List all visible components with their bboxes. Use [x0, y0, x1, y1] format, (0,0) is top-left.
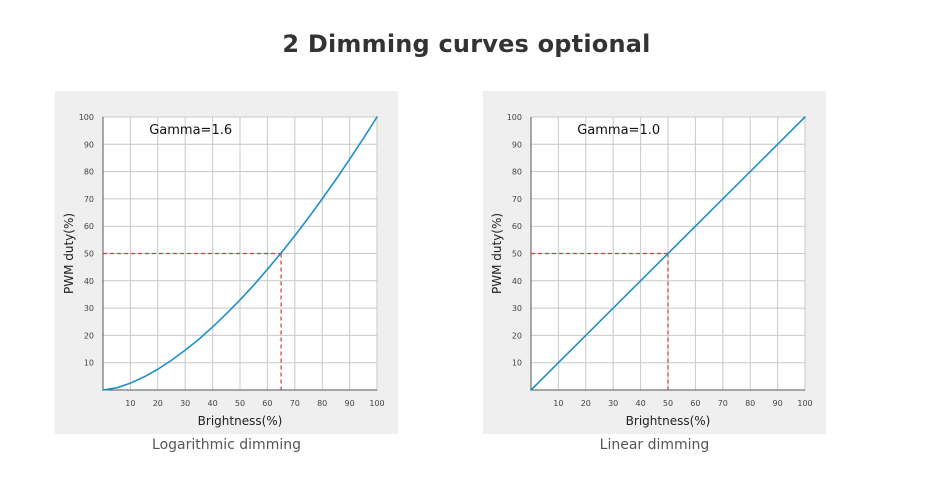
y-tick-label: 90 [84, 140, 94, 149]
x-tick-label: 70 [718, 399, 728, 408]
x-axis-label: Brightness(%) [626, 414, 711, 428]
x-tick-label: 60 [690, 399, 700, 408]
y-tick-label: 20 [84, 331, 94, 340]
x-tick-label: 40 [636, 399, 646, 408]
y-tick-label: 100 [507, 113, 522, 122]
dimming-curve-line [102, 116, 378, 391]
x-tick-label: 60 [262, 399, 272, 408]
dimming-curve-line [530, 116, 806, 391]
x-tick-label: 30 [608, 399, 618, 408]
page-title: 2 Dimming curves optional [282, 30, 651, 58]
y-tick-label: 30 [512, 304, 522, 313]
gamma-annotation: Gamma=1.0 [577, 123, 660, 138]
x-tick-label: 50 [235, 399, 245, 408]
y-tick-label: 100 [79, 113, 94, 122]
y-tick-label: 50 [512, 250, 522, 259]
chart-linear: 10 20 30 40 50 60 70 80 90 100 10 20 30 40 50 60 70 80 90 1… [490, 113, 813, 428]
y-tick-label: 40 [84, 277, 94, 286]
x-tick-label: 30 [180, 399, 190, 408]
y-axis-label: PWM duty(%) [62, 213, 76, 294]
x-tick-label: 50 [663, 399, 673, 408]
x-tick-label: 100 [369, 399, 384, 408]
x-tick-label: 90 [345, 399, 355, 408]
y-tick-label: 80 [512, 168, 522, 177]
y-tick-label: 80 [84, 168, 94, 177]
x-axis-label: Brightness(%) [198, 414, 283, 428]
caption-linear-dimming: Linear dimming [599, 437, 710, 453]
chart-panel-linear: 10 20 30 40 50 60 70 80 90 100 10 20 30 40 50 60 70 80 90 1… [483, 91, 826, 434]
x-tick-label: 80 [317, 399, 327, 408]
y-tick-label: 70 [512, 195, 522, 204]
x-tick-label: 20 [153, 399, 163, 408]
x-tick-label: 100 [797, 399, 812, 408]
x-tick-label: 10 [553, 399, 563, 408]
y-tick-label: 10 [512, 359, 522, 368]
y-tick-label: 70 [84, 195, 94, 204]
y-tick-label: 50 [84, 250, 94, 259]
y-tick-label: 60 [512, 222, 522, 231]
x-tick-label: 20 [581, 399, 591, 408]
chart-logarithmic: 10 20 30 40 50 60 70 80 90 100 10 20 30 40 50 60 70 80 90 1… [62, 113, 385, 428]
x-tick-label: 40 [208, 399, 218, 408]
y-tick-label: 60 [84, 222, 94, 231]
y-tick-label: 10 [84, 359, 94, 368]
x-tick-label: 70 [290, 399, 300, 408]
y-tick-label: 30 [84, 304, 94, 313]
y-axis-label: PWM duty(%) [490, 213, 504, 294]
y-tick-label: 90 [512, 140, 522, 149]
y-tick-label: 20 [512, 331, 522, 340]
caption-logarithmic-dimming: Logarithmic dimming [152, 437, 301, 453]
y-tick-label: 40 [512, 277, 522, 286]
chart-panel-logarithmic: 10 20 30 40 50 60 70 80 90 100 10 20 30 40 50 60 70 80 90 1… [55, 91, 398, 434]
x-tick-label: 90 [773, 399, 783, 408]
gamma-annotation: Gamma=1.6 [149, 123, 232, 138]
x-tick-label: 10 [125, 399, 135, 408]
x-tick-label: 80 [745, 399, 755, 408]
